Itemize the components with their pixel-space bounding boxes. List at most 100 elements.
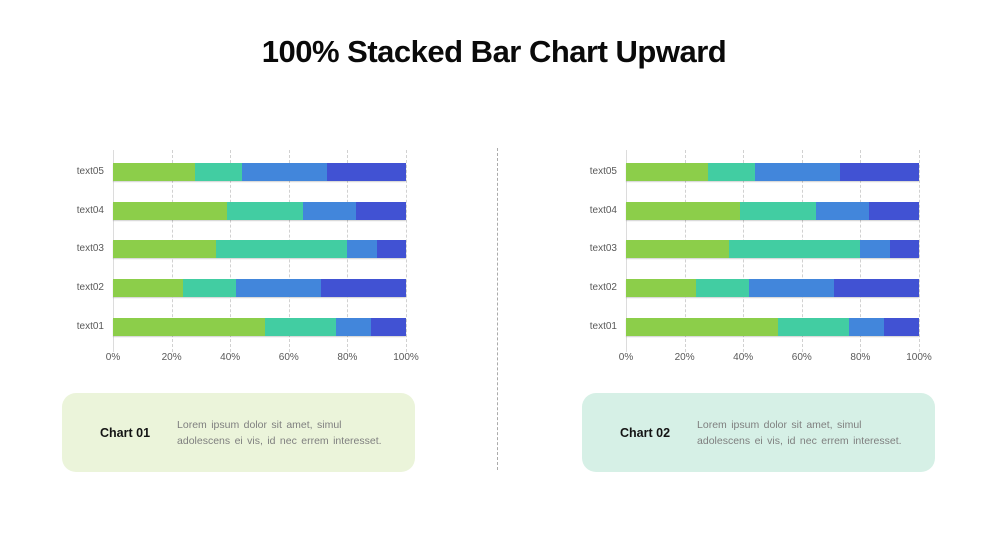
bar-segment-1 (626, 317, 779, 336)
category-label: text01 (76, 320, 104, 332)
bar-segment-4 (370, 317, 406, 336)
bar-segment-1 (626, 163, 709, 182)
axis-tick-label: 60% (278, 352, 299, 363)
bar-segment-3 (749, 279, 835, 298)
bar-segment-1 (113, 317, 266, 336)
bar-row: text03 (77, 240, 406, 259)
category-label: text03 (76, 243, 104, 255)
bar-segment-4 (869, 201, 919, 220)
axis-tick-label: 60% (791, 352, 812, 363)
bar-rows: text05 text04 text03 text02 text01 (590, 153, 919, 346)
bar-segment-2 (227, 201, 304, 220)
axis-tick-label: 100% (906, 352, 932, 363)
axis-tick-label: 0% (618, 352, 634, 363)
bar-rows: text05 text04 text03 text02 text01 (77, 153, 406, 346)
bar-segment-4 (321, 279, 406, 298)
x-axis: 0% 20% 40% 60% 80% 100% (106, 350, 419, 364)
stacked-bar (113, 317, 406, 336)
bar-segment-4 (889, 240, 919, 259)
bar-segment-3 (347, 240, 377, 259)
category-label: text01 (589, 320, 617, 332)
bar-segment-1 (626, 201, 741, 220)
caption-title: Chart 01 (100, 425, 151, 440)
bar-segment-3 (236, 279, 322, 298)
bar-row: text04 (590, 201, 919, 220)
caption-text-line-1: Lorem ipsum dolor sit amet, simul (177, 418, 342, 431)
stacked-bar (113, 201, 406, 220)
bar-segment-3 (335, 317, 371, 336)
bar-segment-1 (113, 240, 216, 259)
bar-segment-1 (113, 163, 196, 182)
stacked-bar-chart-02: text05 text04 text03 text02 text01 0% 20% 40% 6… (590, 150, 932, 364)
bar-segment-1 (113, 279, 184, 298)
bar-segment-4 (834, 279, 919, 298)
bar-segment-3 (754, 163, 840, 182)
bar-segment-4 (376, 240, 406, 259)
plot-area: text05 text04 text03 text02 text01 (590, 150, 920, 352)
bar-segment-2 (183, 279, 237, 298)
category-label: text03 (589, 243, 617, 255)
axis-tick-label: 20% (161, 352, 182, 363)
bar-segment-2 (265, 317, 336, 336)
bar-row: text05 (77, 163, 406, 182)
caption-text-line-2: adolescens ei vis, id nec errem interess… (697, 434, 902, 447)
vertical-dashed-divider (497, 148, 498, 470)
stacked-bar (113, 163, 406, 182)
caption-box-chart-01: Chart 01 Lorem ipsum dolor sit amet, sim… (62, 393, 415, 472)
slide-title: 100% Stacked Bar Chart Upward (261, 34, 727, 69)
axis-tick-label: 0% (105, 352, 121, 363)
plot-area: text05 text04 text03 text02 text01 (77, 150, 407, 352)
category-label: text04 (589, 204, 617, 216)
bar-segment-4 (356, 201, 406, 220)
stacked-bar (626, 279, 919, 298)
stacked-bar (626, 163, 919, 182)
bar-segment-3 (860, 240, 890, 259)
category-label: text05 (76, 166, 104, 178)
gridline (406, 150, 407, 352)
axis-tick-label: 20% (674, 352, 695, 363)
stacked-bar (626, 240, 919, 259)
axis-tick-label: 40% (733, 352, 754, 363)
bar-segment-1 (113, 201, 228, 220)
bar-row: text01 (590, 317, 919, 336)
x-axis: 0% 20% 40% 60% 80% 100% (619, 350, 932, 364)
gridline (919, 150, 920, 352)
axis-tick-label: 80% (850, 352, 871, 363)
bar-row: text01 (77, 317, 406, 336)
category-label: text05 (589, 166, 617, 178)
bar-segment-3 (241, 163, 327, 182)
bar-segment-1 (626, 240, 729, 259)
bar-row: text03 (590, 240, 919, 259)
bar-segment-2 (195, 163, 242, 182)
category-label: text02 (589, 282, 617, 294)
bar-segment-1 (626, 279, 697, 298)
stacked-bar-chart-01: text05 text04 text03 text02 text01 0% 20% 40% 6… (77, 150, 419, 364)
bar-row: text02 (77, 279, 406, 298)
caption-text: Lorem ipsum dolor sit amet, simul adoles… (697, 417, 902, 449)
bar-segment-2 (215, 240, 348, 259)
category-label: text04 (76, 204, 104, 216)
bar-row: text05 (590, 163, 919, 182)
caption-text-line-1: Lorem ipsum dolor sit amet, simul (697, 418, 862, 431)
bar-row: text04 (77, 201, 406, 220)
caption-title: Chart 02 (620, 425, 671, 440)
axis-tick-label: 80% (337, 352, 358, 363)
bar-segment-3 (303, 201, 357, 220)
bar-segment-4 (326, 163, 406, 182)
bar-segment-2 (728, 240, 861, 259)
bar-row: text02 (590, 279, 919, 298)
stacked-bar (626, 201, 919, 220)
bar-segment-4 (839, 163, 919, 182)
bar-segment-3 (816, 201, 870, 220)
stacked-bar (626, 317, 919, 336)
bar-segment-2 (740, 201, 817, 220)
category-label: text02 (76, 282, 104, 294)
bar-segment-4 (883, 317, 919, 336)
caption-box-chart-02: Chart 02 Lorem ipsum dolor sit amet, sim… (582, 393, 935, 472)
caption-text-line-2: adolescens ei vis, id nec errem interess… (177, 434, 382, 447)
caption-text: Lorem ipsum dolor sit amet, simul adoles… (177, 417, 382, 449)
stacked-bar (113, 240, 406, 259)
stacked-bar (113, 279, 406, 298)
bar-segment-2 (696, 279, 750, 298)
axis-tick-label: 40% (220, 352, 241, 363)
